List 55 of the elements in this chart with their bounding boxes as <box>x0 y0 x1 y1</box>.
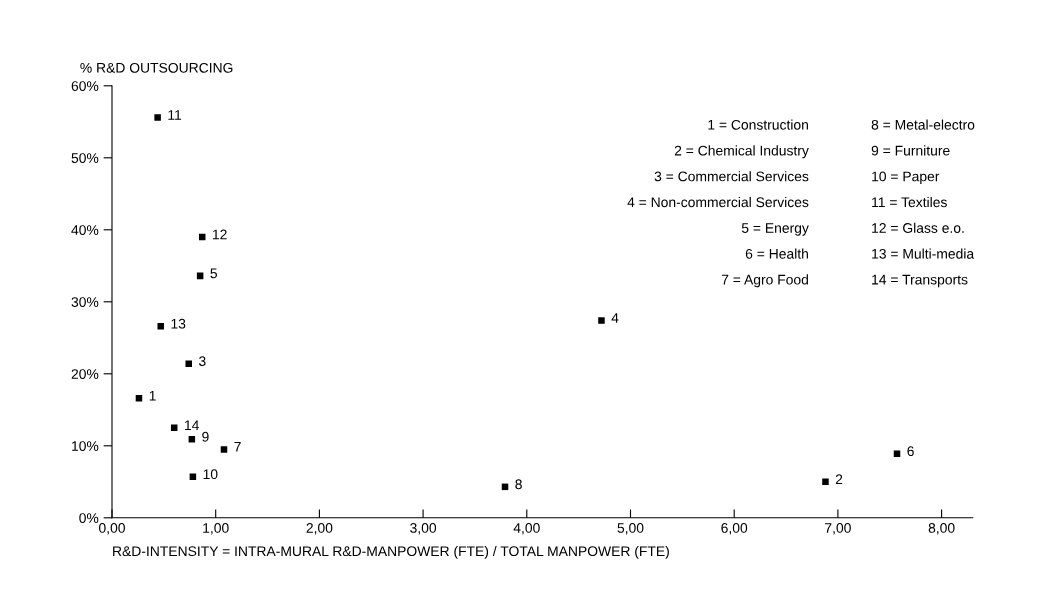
annotation: 8 = Metal-electro <box>871 119 975 130</box>
annotation: 11 <box>168 110 182 120</box>
annotation: 6 = Health <box>745 248 808 259</box>
annotation: 11 = Textiles <box>872 196 947 208</box>
annotation: 9 = Furniture <box>871 145 950 156</box>
annotation: 12 <box>213 229 227 240</box>
annotation: 7 <box>234 442 241 452</box>
annotation: 5 = Energy <box>741 223 809 236</box>
x-tick-label: 5,00 <box>617 523 644 535</box>
annotation: 1 = Construction <box>708 119 808 130</box>
annotation: 13 <box>171 318 186 329</box>
point <box>188 436 196 443</box>
point <box>157 323 164 330</box>
y-tick-label: 40% <box>71 225 99 235</box>
annotation: 10 <box>203 469 218 480</box>
annotation: 8 <box>515 479 522 490</box>
point <box>822 478 829 486</box>
x-tick-label: 0,00 <box>99 523 125 535</box>
annotation: 3 <box>198 356 206 367</box>
annotation: 3 = Commercial Services <box>654 171 809 182</box>
y-tick-label: 10% <box>72 441 99 451</box>
annotation: 4 = Non-commercial Services <box>627 196 809 208</box>
annotation: 5 <box>210 268 218 279</box>
point <box>220 446 228 453</box>
annotation: 2 = Chemical Industry <box>674 145 809 159</box>
annotation: 4 <box>611 313 619 323</box>
point <box>598 317 605 324</box>
x-tick-label: 6,00 <box>721 523 748 535</box>
x-tick-label: 1,00 <box>203 523 229 535</box>
point <box>893 450 901 457</box>
annotation: 9 <box>202 431 209 442</box>
annotation: 14 = Transports <box>872 274 968 288</box>
y-tick-label: 60% <box>71 81 99 91</box>
point <box>135 395 143 402</box>
annotation: 14 <box>185 420 199 430</box>
y-tick-label: 0% <box>79 513 99 523</box>
annotation: 1 <box>149 390 156 401</box>
annotation: 10 = Paper <box>872 171 940 185</box>
x-tick-label: 8,00 <box>928 523 955 535</box>
y-axis-title: % R&D OUTSOURCING <box>80 62 233 73</box>
annotation: 13 = Multi-media <box>872 248 975 259</box>
x-tick-label: 7,00 <box>825 523 851 535</box>
annotation: 7 = Agro Food <box>721 274 808 288</box>
x-axis-title: R&D-INTENSITY = INTRA-MURAL R&D-MANPOWER (FTE) / TOTAL MANPOWER (FTE) <box>113 545 669 559</box>
x-tick-label: 3,00 <box>410 523 437 535</box>
annotation: 12 = Glass e.o. <box>872 222 964 233</box>
annotation: 6 <box>907 446 914 457</box>
y-tick-label: 20% <box>71 369 99 379</box>
x-tick-label: 4,00 <box>513 523 540 535</box>
y-tick-label: 30% <box>71 297 99 307</box>
y-tick-label: 50% <box>71 153 99 163</box>
x-tick-label: 2,00 <box>306 523 333 535</box>
point <box>185 360 192 367</box>
point <box>154 114 161 121</box>
annotation: 2 <box>835 474 843 484</box>
